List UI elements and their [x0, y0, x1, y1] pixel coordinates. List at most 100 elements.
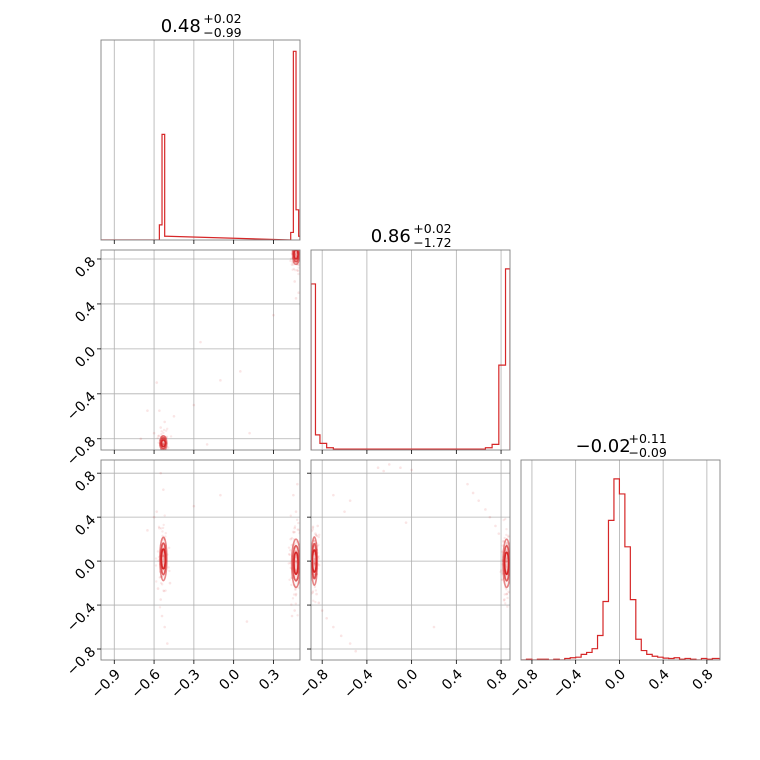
scatter-point	[162, 524, 164, 526]
scatter-point	[297, 273, 299, 275]
scatter-point	[157, 587, 160, 590]
scatter-point	[325, 617, 328, 620]
scatter-point	[155, 381, 158, 384]
scatter-point	[163, 626, 166, 629]
scatter-point	[289, 260, 291, 262]
scatter-point	[160, 527, 162, 529]
scatter-point	[163, 429, 165, 431]
x-tick-label: −0.3	[168, 666, 203, 701]
scatter-point	[312, 600, 314, 602]
scatter-point	[332, 626, 335, 629]
scatter-point	[315, 593, 318, 596]
scatter-point	[166, 454, 168, 456]
scatter-point	[293, 609, 296, 612]
scatter-point	[388, 463, 391, 466]
density-contour	[312, 550, 316, 572]
title-upper-error: +0.02	[413, 221, 451, 236]
scatter-point	[405, 521, 408, 524]
scatter-point	[484, 508, 487, 511]
title-lower-error: −0.99	[203, 25, 241, 40]
scatter-point	[349, 499, 352, 502]
scatter-point	[291, 615, 294, 618]
scatter-point	[248, 432, 251, 435]
density-contour	[294, 250, 298, 259]
scatter-point	[169, 582, 172, 585]
scatter-point	[163, 590, 165, 592]
hist-p3-panel: −0.8 −0.4 0.0 0.4 0.8−0.02+0.11−0.09	[506, 431, 720, 702]
title-value: −0.02	[576, 436, 631, 457]
scatter-point	[292, 235, 294, 237]
scatter-point	[318, 602, 321, 605]
y-tick-label: −0.8	[64, 434, 99, 469]
scatter-point	[301, 274, 303, 276]
scatter-point	[295, 602, 297, 604]
scatter-point	[382, 470, 385, 473]
scatter-point	[206, 443, 209, 446]
scatter-point	[159, 451, 161, 453]
scatter-point	[504, 602, 506, 604]
scatter-point	[292, 597, 294, 599]
scatter-point	[167, 566, 169, 568]
scatter-point	[288, 546, 290, 548]
title-lower-error: −1.72	[413, 235, 451, 250]
y-tick-label: 0.8	[72, 254, 99, 281]
scatter-point	[170, 435, 172, 437]
scatter-point	[289, 554, 291, 556]
plot-area	[307, 463, 515, 652]
scatter-point	[294, 242, 296, 244]
scatter-point	[293, 247, 295, 249]
scatter-point	[433, 626, 436, 629]
scatter-point	[165, 453, 167, 455]
scatter-p3-vs-p1-panel: −0.9 −0.6 −0.3 0.0 0.3 −0.8 −0.4 0.0 0.4 0.8	[64, 460, 303, 702]
scatter-point	[292, 531, 294, 533]
scatter-point	[293, 244, 295, 246]
scatter-point	[308, 551, 310, 553]
title-upper-error: +0.02	[203, 11, 241, 26]
scatter-point	[498, 532, 501, 535]
scatter-point	[505, 534, 507, 536]
hist-p1-panel: 0.48 +0.02−0.99	[101, 11, 300, 244]
scatter-point	[146, 409, 149, 412]
x-tick-label: 0.3	[256, 666, 283, 693]
scatter-point	[157, 550, 159, 552]
axes-frame	[521, 460, 720, 660]
density-contour	[161, 549, 165, 569]
scatter-point	[292, 494, 295, 497]
plot-area	[311, 269, 510, 450]
axes-frame	[101, 250, 300, 450]
scatter-point	[159, 598, 162, 601]
scatter-point	[290, 258, 292, 260]
title-value: 0.86	[371, 226, 411, 247]
scatter-point	[288, 579, 290, 581]
scatter-point	[510, 562, 512, 564]
scatter-point	[199, 341, 202, 344]
scatter-point	[318, 534, 320, 536]
scatter-point	[296, 519, 298, 521]
scatter-point	[161, 530, 163, 532]
scatter-point	[294, 525, 296, 527]
scatter-point	[316, 525, 319, 528]
scatter-point	[193, 505, 196, 508]
scatter-point	[511, 585, 513, 587]
density-contour	[294, 552, 298, 574]
scatter-point	[168, 547, 170, 549]
scatter-point	[316, 535, 318, 537]
y-tick-label: −0.8	[64, 644, 99, 679]
scatter-point	[294, 241, 296, 243]
scatter-point	[193, 404, 196, 407]
x-tick-label: −0.8	[506, 666, 541, 701]
panel-title: −0.02+0.11−0.09	[576, 431, 667, 460]
scatter-point	[165, 430, 167, 432]
scatter-point	[156, 452, 158, 454]
x-tick-label: 0.4	[439, 666, 466, 693]
scatter-point	[300, 247, 302, 249]
scatter-point	[297, 522, 299, 524]
scatter-point	[296, 483, 299, 486]
scatter-point	[146, 529, 149, 532]
scatter-point	[312, 590, 314, 592]
y-tick-label: 0.0	[72, 556, 99, 583]
scatter-point	[297, 270, 299, 272]
scatter-point	[289, 549, 291, 551]
scatter-point	[512, 567, 514, 569]
scatter-point	[290, 584, 292, 586]
